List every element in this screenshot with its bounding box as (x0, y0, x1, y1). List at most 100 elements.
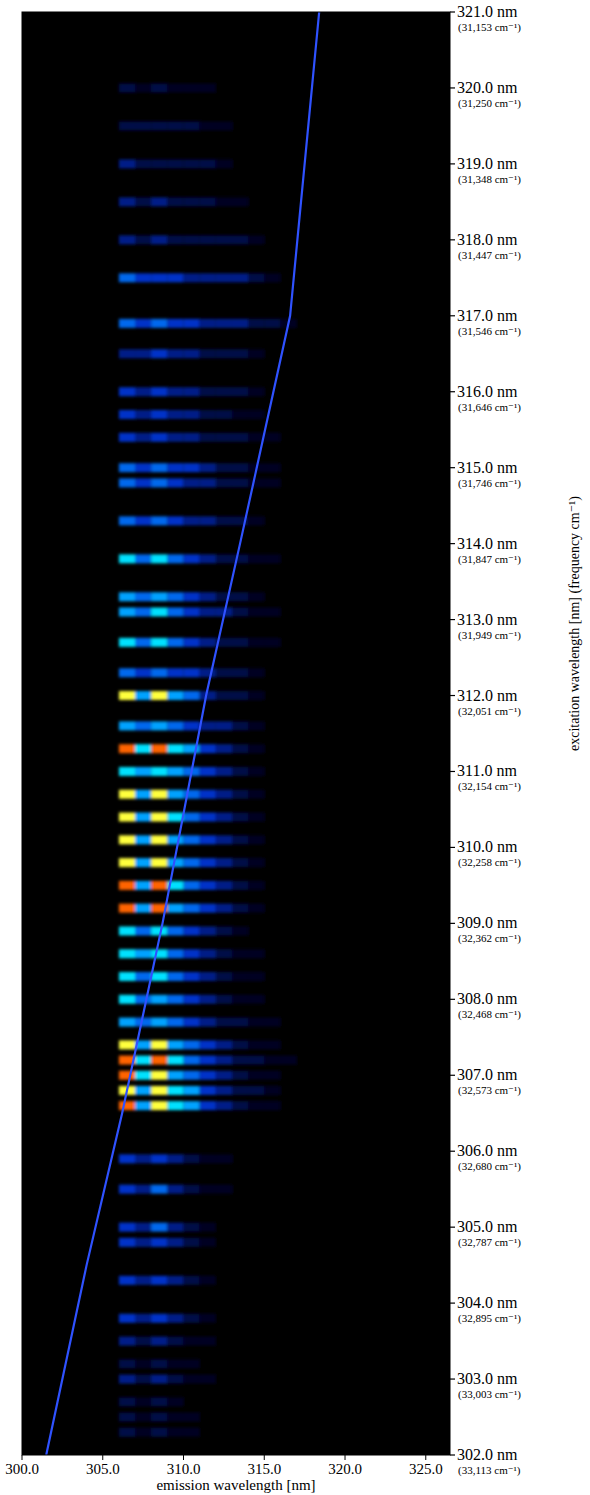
heatmap-cell (184, 463, 200, 472)
heatmap-cell (167, 1413, 183, 1422)
heatmap-cell (119, 516, 135, 525)
heatmap-cell (167, 744, 183, 753)
heatmap-cell (329, 387, 345, 396)
heatmap-cell (280, 881, 296, 890)
heatmap-cell (297, 319, 313, 328)
heatmap-cell (313, 926, 329, 935)
heatmap-cell (232, 744, 248, 753)
heatmap-cell (232, 433, 248, 442)
heatmap-cell (200, 949, 216, 958)
heatmap-cell (216, 516, 232, 525)
heatmap-cell (151, 592, 167, 601)
heatmap-cell (313, 1428, 329, 1437)
heatmap-cell (264, 668, 280, 677)
heatmap-cell (135, 790, 151, 799)
y-tick-label: 311.0 nm (457, 762, 517, 779)
y-tick-frequency: (32,362 cm⁻¹) (458, 932, 521, 945)
heatmap-cell (167, 273, 183, 282)
heatmap-cell (135, 235, 151, 244)
heatmap-cell (167, 767, 183, 776)
heatmap-cell (200, 197, 216, 206)
y-tick-frequency: (31,847 cm⁻¹) (458, 553, 521, 566)
heatmap-cell (329, 1238, 345, 1247)
heatmap-cell (248, 1314, 264, 1323)
heatmap-cell (135, 592, 151, 601)
heatmap-cell (184, 478, 200, 487)
heatmap-cell (151, 972, 167, 981)
heatmap-cell (200, 1337, 216, 1346)
heatmap-cell (151, 1223, 167, 1232)
heatmap-cell (135, 1238, 151, 1247)
heatmap-cell (248, 273, 264, 282)
heatmap-cell (119, 1018, 135, 1027)
x-tick-label: 325.0 (409, 1461, 443, 1477)
y-tick (450, 239, 455, 240)
heatmap-cell (313, 904, 329, 913)
heatmap-cell (200, 790, 216, 799)
heatmap-cell (151, 1056, 167, 1065)
heatmap-cell (167, 319, 183, 328)
heatmap-cell (232, 319, 248, 328)
heatmap-cell (264, 1018, 280, 1027)
heatmap-cell (200, 319, 216, 328)
heatmap-cell (248, 319, 264, 328)
heatmap-cell (264, 835, 280, 844)
heatmap-cell (216, 1185, 232, 1194)
heatmap-cell (313, 1276, 329, 1285)
heatmap-cell (216, 1101, 232, 1110)
heatmap-cell (184, 433, 200, 442)
heatmap-cell (264, 972, 280, 981)
heatmap-cell (184, 387, 200, 396)
heatmap-cell (329, 1223, 345, 1232)
heatmap-cell (184, 1071, 200, 1080)
y-axis-title: excitation wavelength [nm] (frequency cm… (567, 496, 583, 751)
heatmap-cell (167, 1223, 183, 1232)
heatmap-cell (200, 1375, 216, 1384)
heatmap-cell (313, 858, 329, 867)
heatmap-cell (135, 410, 151, 419)
heatmap-cell (297, 592, 313, 601)
heatmap-cell (135, 1071, 151, 1080)
heatmap-cell (264, 858, 280, 867)
heatmap-cell (151, 1185, 167, 1194)
heatmap-cell (264, 1101, 280, 1110)
heatmap-cell (216, 410, 232, 419)
heatmap-cell (264, 1040, 280, 1049)
heatmap-cell (297, 767, 313, 776)
heatmap-cell (313, 1337, 329, 1346)
y-tick-frequency: (32,573 cm⁻¹) (458, 1084, 521, 1097)
heatmap-cell (216, 478, 232, 487)
heatmap-cell (184, 410, 200, 419)
heatmap-cell (200, 972, 216, 981)
heatmap-cell (151, 1375, 167, 1384)
heatmap-cell (184, 592, 200, 601)
heatmap-cell (216, 1223, 232, 1232)
x-tick (102, 1455, 103, 1460)
heatmap-cell (216, 1040, 232, 1049)
heatmap-cell (248, 813, 264, 822)
heatmap-cell (167, 1337, 183, 1346)
heatmap-cell (167, 1185, 183, 1194)
heatmap-cell (280, 554, 296, 563)
heatmap-cell (151, 273, 167, 282)
heatmap-cell (151, 668, 167, 677)
heatmap-cell (248, 1071, 264, 1080)
heatmap-cell (200, 516, 216, 525)
heatmap-cell (232, 972, 248, 981)
heatmap-cell (200, 638, 216, 647)
heatmap-cell (167, 554, 183, 563)
heatmap-cell (248, 790, 264, 799)
heatmap-cell (119, 790, 135, 799)
heatmap-cell (280, 478, 296, 487)
heatmap-cell (119, 949, 135, 958)
heatmap-cell (329, 478, 345, 487)
heatmap-cell (119, 1276, 135, 1285)
heatmap-cell (232, 1101, 248, 1110)
heatmap-cell (135, 1154, 151, 1163)
heatmap-cell (167, 433, 183, 442)
heatmap-cell (167, 410, 183, 419)
heatmap-cell (216, 721, 232, 730)
x-axis-title: emission wavelength [nm] (156, 1477, 315, 1493)
heatmap-cell (167, 349, 183, 358)
heatmap-cell (232, 638, 248, 647)
